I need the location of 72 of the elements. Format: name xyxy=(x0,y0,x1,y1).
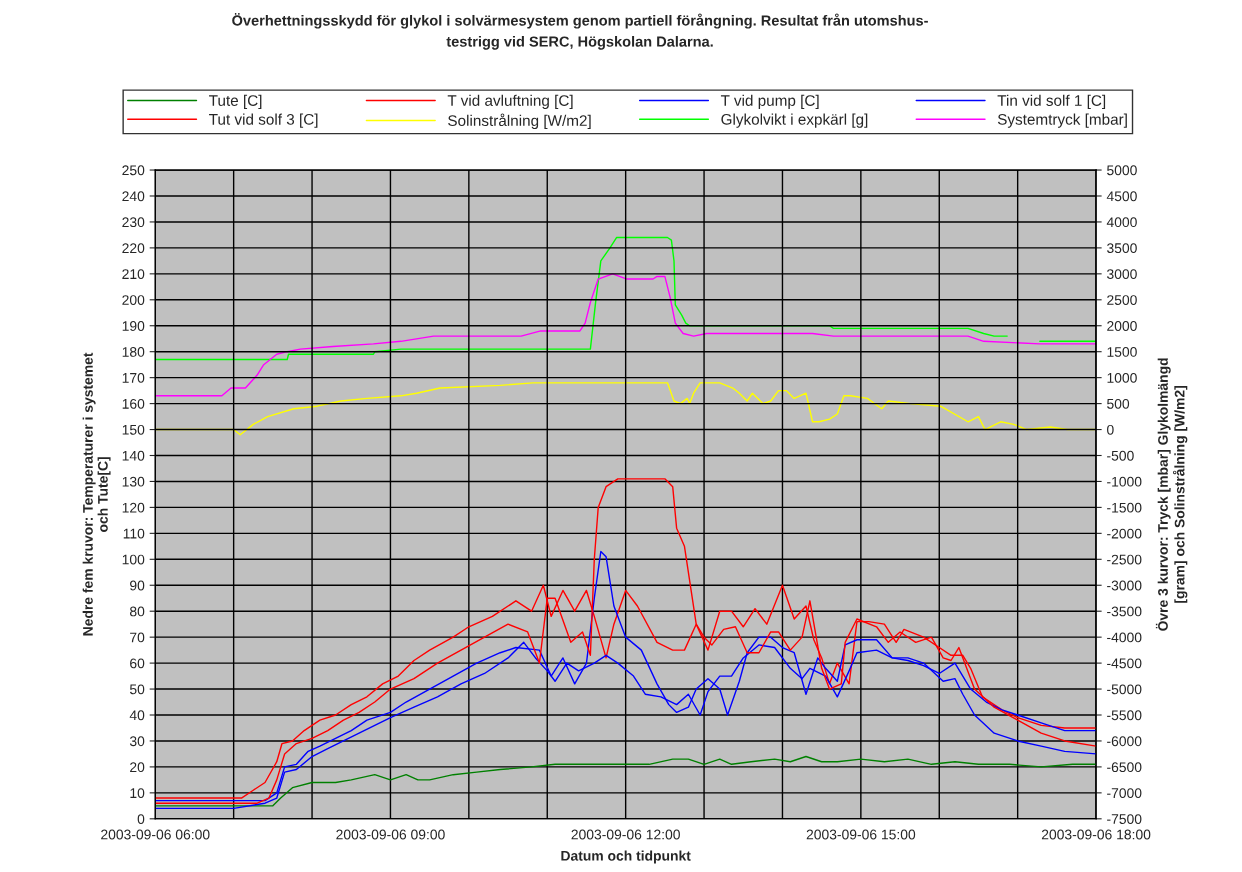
y-tick-label: 60 xyxy=(130,658,145,669)
y2-axis-title: Övre 3 kurvor: Tryck [mbar] Glykolmängd [gram] och Solinstrålning [W/m2] xyxy=(1155,358,1188,631)
y2-tick-label: 2000 xyxy=(1107,321,1137,331)
y-tick-label: 90 xyxy=(130,580,145,591)
y2-tick-label: 4000 xyxy=(1106,217,1137,228)
x-tick-label: 2003-09-06 09:00 xyxy=(336,829,445,840)
y-tick-label: 180 xyxy=(122,347,145,357)
x-tick-label: 2003-09-06 15:00 xyxy=(806,829,916,840)
y-axis-title: Nedre fem kruvor: Temperaturer i systemet och Tute[C] xyxy=(82,352,111,636)
y2-tick-label: -500 xyxy=(1107,450,1134,461)
y2-tick-label: -1000 xyxy=(1107,476,1142,487)
legend-label: Solinstrålning [W/m2] xyxy=(448,113,591,130)
y2-tick-label: -6500 xyxy=(1107,762,1142,773)
y-tick-label: 10 xyxy=(130,788,145,799)
y2-tick-label: -4000 xyxy=(1107,632,1142,643)
y-tick-label: 30 xyxy=(129,736,145,747)
y-tick-label: 100 xyxy=(122,554,145,565)
y2-tick-label: -5500 xyxy=(1107,710,1142,721)
y2-tick-label: 500 xyxy=(1107,398,1130,409)
legend-label: Tute [C] xyxy=(209,94,262,109)
y2-tick-label: -7500 xyxy=(1107,814,1142,824)
y-tick-label: 50 xyxy=(129,684,145,695)
y-tick-label: 70 xyxy=(130,632,145,643)
y-tick-label: 190 xyxy=(122,321,145,331)
y-tick-label: 210 xyxy=(122,269,145,280)
y2-tick-label: 3000 xyxy=(1107,269,1137,280)
chart-title: Överhettningsskydd för glykol i solvärmesystem genom partiell förångning. Resultat från utomshus- testrigg vid SERC, Högskolan Dalarna. xyxy=(232,13,928,50)
y-tick-label: 40 xyxy=(129,710,145,721)
y2-tick-label: 2500 xyxy=(1107,295,1137,305)
y-tick-label: 120 xyxy=(122,502,145,513)
y2-tick-label: -2000 xyxy=(1107,528,1142,539)
legend-label: Tin vid solf 1 [C] xyxy=(997,94,1106,109)
y-tick-label: 0 xyxy=(137,814,145,824)
line-series xyxy=(155,273,1097,397)
legend-label: Systemtryck [mbar] xyxy=(997,113,1127,128)
x-tick-label: 2003-09-06 06:00 xyxy=(101,829,210,840)
y-tick-label: 80 xyxy=(129,606,145,617)
y-tick-label: 150 xyxy=(122,424,145,435)
y-tick-label: 110 xyxy=(123,528,145,539)
y2-tick-label: 5000 xyxy=(1107,165,1137,176)
y2-tick-label: 1500 xyxy=(1107,347,1137,357)
legend-label: T vid avluftning [C] xyxy=(447,94,573,109)
y2-tick-label: 1000 xyxy=(1107,372,1137,383)
y2-tick-label: 4500 xyxy=(1106,191,1137,202)
y2-tick-label: -4500 xyxy=(1107,658,1142,669)
y2-tick-label: -5000 xyxy=(1107,684,1142,695)
line-series xyxy=(155,478,1097,804)
y-tick-label: 240 xyxy=(122,191,145,202)
y2-tick-label: -6000 xyxy=(1107,736,1142,747)
legend-label: Glykolvikt i expkärl [g] xyxy=(721,113,868,128)
y-tick-label: 160 xyxy=(122,398,145,409)
x-axis-title: Datum och tidpunkt xyxy=(561,850,691,864)
y-tick-label: 130 xyxy=(122,476,145,487)
y2-tick-label: -1500 xyxy=(1107,502,1142,513)
y-tick-label: 20 xyxy=(130,762,145,773)
y2-tick-label: -2500 xyxy=(1107,554,1142,565)
legend-label: Tut vid solf 3 [C] xyxy=(209,113,318,128)
x-tick-label: 2003-09-06 18:00 xyxy=(1041,829,1151,840)
y2-tick-label: 0 xyxy=(1107,424,1114,435)
y-tick-label: 140 xyxy=(122,450,145,461)
y2-tick-label: -3000 xyxy=(1107,580,1142,591)
line-series xyxy=(155,755,1097,807)
y2-tick-label: -7000 xyxy=(1107,788,1142,799)
y-tick-label: 200 xyxy=(122,295,145,305)
legend-label: T vid pump [C] xyxy=(720,94,819,109)
x-tick-label: 2003-09-06 12:00 xyxy=(571,829,680,840)
y2-tick-label: 3500 xyxy=(1107,243,1137,254)
y2-tick-label: -3500 xyxy=(1107,606,1142,617)
y-tick-label: 230 xyxy=(122,217,145,228)
y-tick-label: 170 xyxy=(122,372,145,383)
y-tick-label: 220 xyxy=(122,243,145,254)
y-tick-label: 250 xyxy=(122,165,145,176)
